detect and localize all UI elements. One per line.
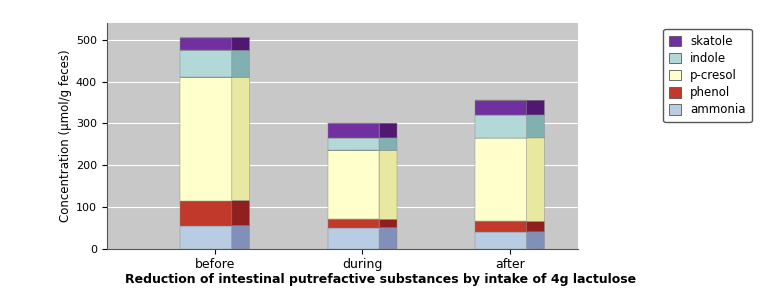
Polygon shape [475,115,527,138]
Polygon shape [328,228,379,249]
Polygon shape [527,100,544,115]
Polygon shape [475,221,527,232]
Text: Reduction of intestinal putrefactive substances by intake of 4g lactulose: Reduction of intestinal putrefactive sub… [125,273,636,286]
Polygon shape [328,219,379,228]
Polygon shape [232,50,250,77]
Polygon shape [232,201,250,226]
Polygon shape [527,115,544,138]
Polygon shape [232,225,250,249]
Y-axis label: Concentration (μmol/g feces): Concentration (μmol/g feces) [59,49,72,222]
Legend: skatole, indole, p-cresol, phenol, ammonia: skatole, indole, p-cresol, phenol, ammon… [663,29,752,122]
Polygon shape [379,123,397,138]
Polygon shape [328,123,379,138]
Polygon shape [232,77,250,201]
Polygon shape [232,38,250,50]
Polygon shape [328,151,379,219]
Polygon shape [475,100,527,115]
Polygon shape [379,219,397,228]
Polygon shape [379,150,397,219]
Polygon shape [180,77,232,201]
Polygon shape [475,232,527,249]
Polygon shape [527,138,544,221]
Polygon shape [180,50,232,77]
Polygon shape [180,201,232,226]
Polygon shape [379,228,397,249]
Polygon shape [379,138,397,151]
Polygon shape [180,38,232,50]
Polygon shape [475,138,527,221]
Polygon shape [527,221,544,232]
Polygon shape [328,138,379,151]
Polygon shape [527,232,544,249]
Polygon shape [180,226,232,249]
